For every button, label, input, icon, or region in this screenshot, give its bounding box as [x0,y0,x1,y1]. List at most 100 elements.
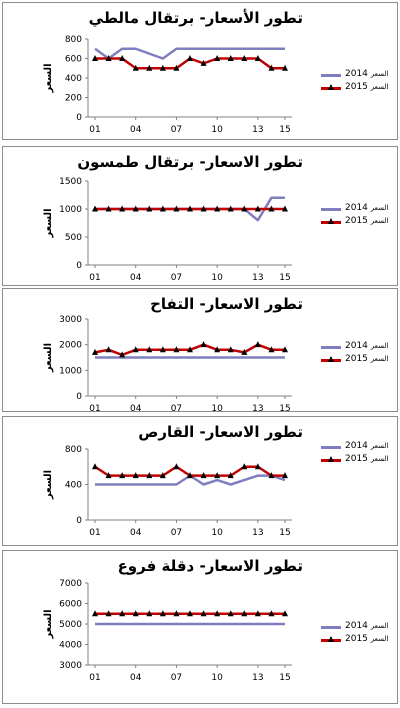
x-tick-label: 15 [279,528,290,538]
data-point-2015 [227,55,234,61]
x-tick-label: 13 [252,673,263,683]
x-tick-label: 01 [89,273,100,283]
legend-unit: السعر [370,635,389,643]
y-tick-label: 1000 [59,366,82,376]
legend-label: السعر 2014 [345,341,388,351]
x-tick-label: 13 [252,404,263,411]
x-tick-label: 07 [171,273,182,283]
data-point-2015 [214,472,221,479]
data-point-2015 [119,610,126,617]
x-tick-label: 04 [130,125,142,135]
legend-swatch [321,346,341,349]
y-tick-label: 5000 [59,620,82,630]
legend-unit: السعر [370,83,389,91]
x-tick-label: 04 [130,273,142,283]
data-point-2015 [268,205,275,212]
data-point-2015 [241,610,248,617]
legend-swatch [321,74,341,77]
data-point-2015 [105,205,112,212]
y-tick-label: 800 [65,445,82,455]
legend-year: 2014 [345,621,368,631]
x-tick-label: 04 [130,673,142,683]
data-point-2015 [92,55,98,61]
chart-panel-1: تطور الأسعار- برتقال مالطي 0 200 400 600 800 0… [2,2,398,140]
y-tick-label: 1000 [59,205,82,215]
x-tick-label: 01 [89,673,100,683]
y-tick-label: 3000 [59,661,82,671]
data-point-2015 [282,610,288,617]
y-tick-label: 0 [76,261,82,271]
data-point-2015 [146,64,153,71]
y-axis-label: السعر [43,470,54,500]
y-tick-label: 3000 [59,315,82,325]
y-tick-label: 0 [76,113,82,123]
data-point-2015 [187,346,193,353]
x-tick-label: 07 [171,404,182,411]
data-point-2015 [92,610,98,617]
x-tick-label: 10 [211,528,223,538]
y-axis-label: السعر [43,343,54,373]
data-point-2015 [254,341,261,348]
x-tick-label: 13 [252,528,263,538]
x-tick-label: 10 [211,404,223,411]
legend-marker [328,636,334,642]
data-point-2015 [227,205,234,212]
legend-unit: السعر [370,455,389,463]
chart-panel-3: تطور الاسعار- التفاح 0 1000 2000 3000 01 04 07 1… [2,288,398,412]
data-point-2015 [132,346,139,353]
x-tick-label: 10 [211,273,223,283]
y-tick-label: 7000 [59,579,82,589]
x-tick-label: 15 [279,404,290,411]
data-point-2015 [92,205,98,212]
y-axis-label: السعر [43,63,54,93]
legend-label: السعر 2014 [345,203,388,213]
data-point-2015 [159,64,166,71]
data-point-2015 [105,55,112,61]
legend-year: 2015 [345,216,368,226]
data-point-2015 [159,472,166,479]
y-tick-label: 400 [65,481,82,491]
legend-year: 2014 [345,69,368,79]
y-tick-label: 4000 [59,641,82,651]
data-point-2015 [173,346,180,353]
chart-title: تطور الأسعار- برتقال مالطي [88,9,303,27]
data-point-2015 [159,346,166,353]
chart-svg: 0 200 400 600 800 01 04 07 10 13 15 السعر [43,35,292,135]
data-point-2015 [268,64,275,71]
x-tick-label: 07 [171,528,182,538]
data-point-2015 [119,205,126,212]
x-tick-label: 13 [252,125,263,135]
data-point-2015 [159,610,166,617]
legend-year: 2015 [345,634,368,644]
data-point-2015 [105,346,112,353]
chart-svg: 3000 4000 5000 6000 7000 01 04 07 10 13 15 السعر [43,579,292,683]
legend-unit: السعر [370,70,389,78]
data-point-2015 [146,205,153,212]
data-point-2015 [268,610,275,617]
data-point-2015 [146,346,153,353]
legend-year: 2014 [345,441,368,451]
data-point-2015 [187,55,193,61]
legend-year: 2015 [345,82,368,92]
data-point-2015 [119,351,126,358]
data-point-2015 [173,463,180,470]
data-point-2015 [159,205,166,212]
data-point-2015 [146,610,153,617]
x-tick-label: 01 [89,528,100,538]
data-point-2015 [119,55,126,61]
x-tick-label: 01 [89,125,100,135]
legend-swatch [321,446,341,449]
data-point-2015 [241,348,248,355]
data-point-2015 [214,346,221,353]
legend-label: السعر 2014 [345,621,388,631]
x-tick-label: 04 [130,528,142,538]
data-point-2015 [173,205,180,212]
legend-unit: السعر [370,442,389,450]
data-point-2015 [282,64,288,71]
x-tick-label: 15 [279,273,290,283]
legend-year: 2015 [345,354,368,364]
chart-panel-5: تطور الاسعار- دقلة فروع 3000 4000 5000 6000 7… [2,550,398,704]
x-tick-label: 10 [211,673,223,683]
chart-title: تطور الاسعار- دقلة فروع [117,557,303,575]
data-point-2015 [132,610,139,617]
